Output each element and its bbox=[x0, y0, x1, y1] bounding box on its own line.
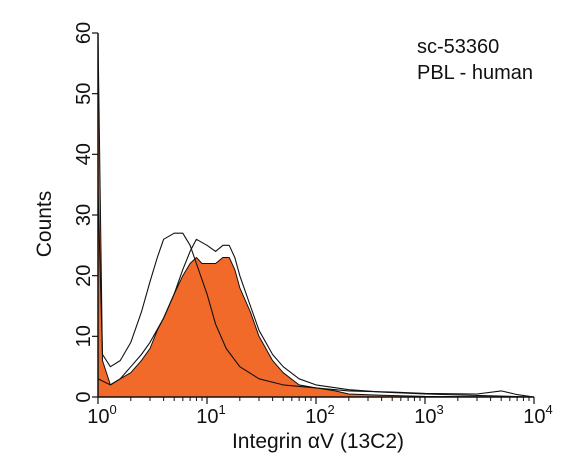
series-layer bbox=[97, 32, 535, 398]
y-tick-label-6: 60 bbox=[73, 22, 95, 44]
x-tick-label-2: 102 bbox=[305, 402, 334, 428]
x-tick-label-0: 100 bbox=[87, 402, 116, 428]
y-tick-label-1: 10 bbox=[73, 325, 95, 347]
x-tick-label-4: 104 bbox=[523, 402, 552, 428]
y-tick-label-5: 50 bbox=[73, 83, 95, 105]
histogram-fill-0 bbox=[98, 33, 534, 397]
y-tick-label-3: 30 bbox=[73, 204, 95, 226]
y-axis-label: Counts bbox=[33, 191, 56, 258]
annotation-catalog-number: sc-53360 bbox=[417, 36, 499, 58]
y-tick-label-4: 40 bbox=[73, 143, 95, 165]
histogram-outline-1 bbox=[97, 190, 535, 398]
annotation-sample: PBL - human bbox=[417, 62, 533, 84]
y-tick-label-0: 0 bbox=[73, 391, 95, 402]
ticks-layer: 0 10 20 30 40 50 60 100 101 102 103 104 bbox=[73, 22, 553, 428]
x-tick-label-1: 101 bbox=[196, 402, 225, 428]
x-tick-label-3: 103 bbox=[414, 402, 443, 428]
x-axis-label: Integrin αV (13C2) bbox=[232, 430, 404, 453]
y-tick-label-2: 20 bbox=[73, 265, 95, 287]
histogram-outline-2 bbox=[97, 238, 535, 398]
